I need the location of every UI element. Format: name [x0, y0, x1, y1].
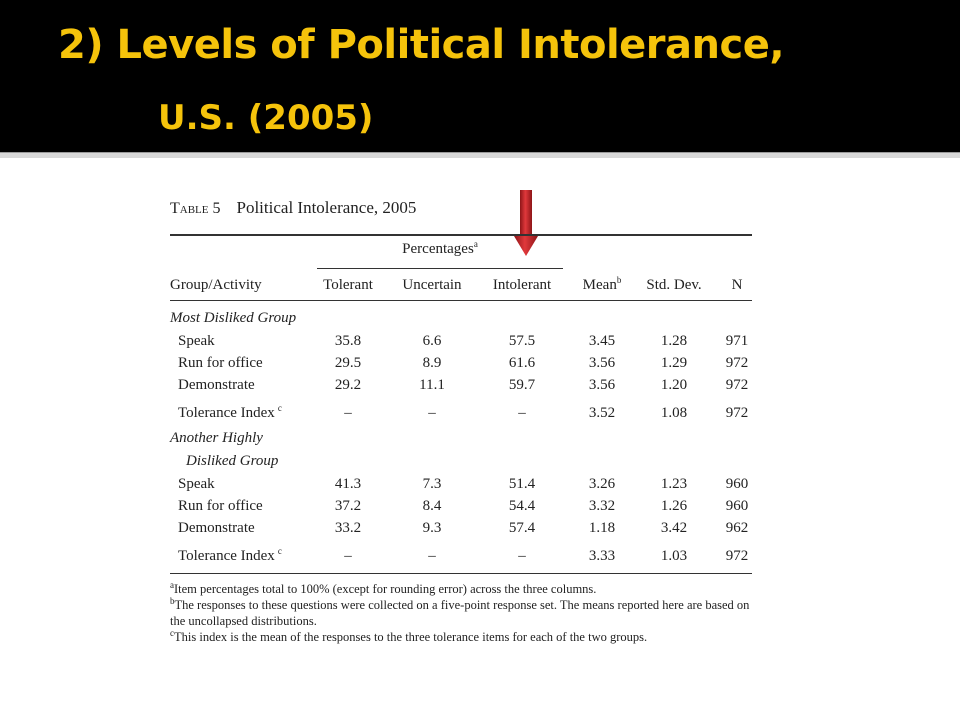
- cell-std-dev: 3.42: [660, 520, 688, 536]
- header-std-dev: Std. Dev.: [646, 277, 702, 293]
- table-bottom-rule: [170, 573, 752, 574]
- cell-intolerant: 57.4: [508, 520, 536, 536]
- table-caption: Table 5 Political Intolerance, 2005: [170, 198, 416, 218]
- footnote-c: cThis index is the mean of the responses…: [170, 627, 648, 644]
- cell-intolerant: 59.7: [508, 377, 536, 393]
- cell-intolerant: 54.4: [508, 498, 536, 514]
- cell-n: 972: [725, 548, 749, 564]
- cell-n: 971: [725, 333, 749, 349]
- header-intolerant: Intolerant: [492, 277, 552, 293]
- cell-n: 972: [725, 355, 749, 371]
- row-label: Tolerance Index c: [178, 546, 282, 565]
- cell-mean: 3.45: [588, 333, 616, 349]
- cell-tolerant: 37.2: [334, 498, 362, 514]
- header-uncertain: Uncertain: [402, 277, 462, 293]
- cell-uncertain: 8.9: [422, 355, 442, 371]
- row-label: Tolerance Index c: [178, 403, 282, 422]
- cell-n: 960: [725, 476, 749, 492]
- footnote-a: aItem percentages total to 100% (except …: [170, 579, 597, 596]
- percentages-spanner: Percentagesa: [402, 239, 478, 258]
- cell-std-dev: 1.08: [660, 405, 688, 421]
- cell-intolerant: 51.4: [508, 476, 536, 492]
- section-another-disliked-line2: Disliked Group: [186, 453, 279, 469]
- cell-uncertain: 7.3: [422, 476, 442, 492]
- cell-mean: 3.32: [588, 498, 616, 514]
- cell-std-dev: 1.26: [660, 498, 688, 514]
- cell-mean: 1.18: [588, 520, 616, 536]
- cell-std-dev: 1.03: [660, 548, 688, 564]
- cell-tolerant: –: [344, 405, 352, 421]
- cell-intolerant: –: [518, 405, 526, 421]
- cell-uncertain: 6.6: [422, 333, 442, 349]
- cell-mean: 3.56: [588, 377, 616, 393]
- header-bottom-rule: [170, 300, 752, 301]
- cell-n: 972: [725, 405, 749, 421]
- cell-uncertain: –: [428, 405, 436, 421]
- slide-title-line2: U.S. (2005): [158, 98, 374, 138]
- row-label: Run for office: [178, 355, 263, 371]
- cell-mean: 3.56: [588, 355, 616, 371]
- row-label: Speak: [178, 333, 215, 349]
- cell-uncertain: 8.4: [422, 498, 442, 514]
- cell-uncertain: 9.3: [422, 520, 442, 536]
- cell-intolerant: –: [518, 548, 526, 564]
- cell-intolerant: 57.5: [508, 333, 536, 349]
- cell-tolerant: 29.2: [334, 377, 362, 393]
- table-label: Table 5: [170, 200, 221, 217]
- cell-std-dev: 1.29: [660, 355, 688, 371]
- cell-tolerant: 41.3: [334, 476, 362, 492]
- header-mean: Meanb: [582, 275, 622, 294]
- cell-std-dev: 1.28: [660, 333, 688, 349]
- header-tolerant: Tolerant: [323, 277, 373, 293]
- section-another-disliked-line1: Another Highly: [170, 430, 263, 446]
- percentages-rule: [317, 268, 563, 269]
- cell-uncertain: –: [428, 548, 436, 564]
- slide-title-line1: 2) Levels of Political Intolerance,: [58, 22, 785, 68]
- row-label: Run for office: [178, 498, 263, 514]
- cell-tolerant: 33.2: [334, 520, 362, 536]
- cell-tolerant: 35.8: [334, 333, 362, 349]
- cell-mean: 3.52: [588, 405, 616, 421]
- arrow-down-icon: [514, 190, 538, 256]
- slide-header: 2) Levels of Political Intolerance, U.S.…: [0, 0, 960, 152]
- cell-n: 960: [725, 498, 749, 514]
- cell-tolerant: –: [344, 548, 352, 564]
- cell-std-dev: 1.20: [660, 377, 688, 393]
- header-divider: [0, 152, 960, 158]
- cell-mean: 3.33: [588, 548, 616, 564]
- cell-n: 962: [725, 520, 749, 536]
- cell-mean: 3.26: [588, 476, 616, 492]
- political-intolerance-table: Table 5 Political Intolerance, 2005 Perce…: [170, 190, 752, 660]
- table-top-rule: [170, 234, 752, 236]
- cell-intolerant: 61.6: [508, 355, 536, 371]
- cell-tolerant: 29.5: [334, 355, 362, 371]
- cell-std-dev: 1.23: [660, 476, 688, 492]
- table-title: Political Intolerance, 2005: [236, 198, 417, 217]
- cell-uncertain: 11.1: [419, 377, 445, 393]
- header-n: N: [731, 277, 743, 293]
- header-group-activity: Group/Activity: [170, 277, 262, 293]
- row-label: Demonstrate: [178, 377, 255, 393]
- footnote-b: bThe responses to these questions were c…: [170, 595, 750, 628]
- row-label: Demonstrate: [178, 520, 255, 536]
- cell-n: 972: [725, 377, 749, 393]
- section-most-disliked: Most Disliked Group: [170, 310, 297, 326]
- row-label: Speak: [178, 476, 215, 492]
